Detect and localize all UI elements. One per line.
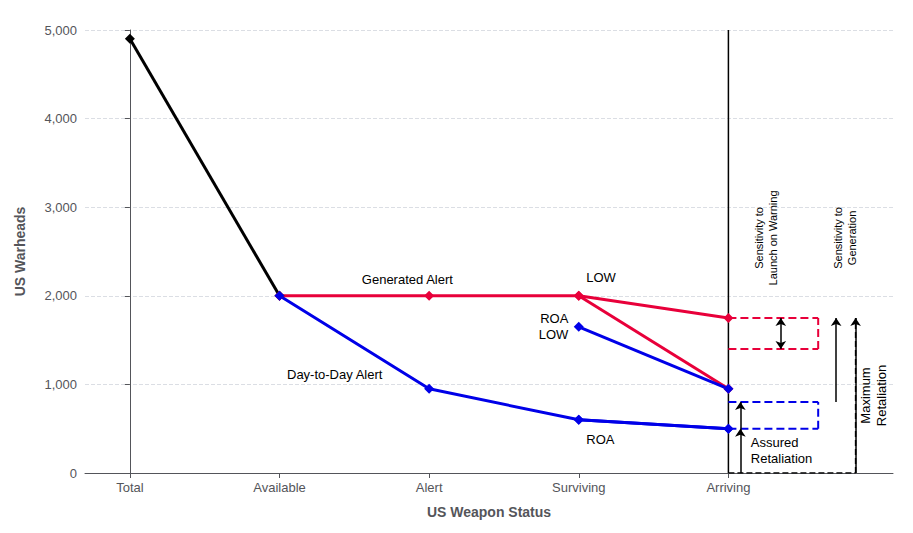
svg-text:US Weapon Status: US Weapon Status [427,504,551,520]
svg-text:3,000: 3,000 [44,200,77,215]
svg-text:ROA: ROA [586,432,615,447]
svg-text:Assured: Assured [751,435,799,450]
svg-text:Available: Available [253,480,306,495]
svg-text:Retaliation: Retaliation [874,365,889,426]
svg-text:LOW: LOW [586,270,616,285]
svg-text:Surviving: Surviving [552,480,605,495]
svg-text:2,000: 2,000 [44,288,77,303]
svg-text:Alert: Alert [416,480,443,495]
svg-text:Sensitivity to: Sensitivity to [753,207,765,269]
svg-text:Sensitivity to: Sensitivity to [832,207,844,269]
svg-text:Launch on Warning: Launch on Warning [767,190,779,285]
svg-text:Total: Total [116,480,144,495]
svg-text:0: 0 [70,466,77,481]
svg-text:Maximum: Maximum [858,367,873,423]
svg-text:ROA: ROA [540,311,569,326]
svg-text:Retaliation: Retaliation [751,451,812,466]
svg-text:Arriving: Arriving [706,480,750,495]
svg-text:Generation: Generation [846,211,858,265]
svg-text:US Warheads: US Warheads [12,206,28,296]
svg-text:5,000: 5,000 [44,23,77,38]
svg-text:4,000: 4,000 [44,111,77,126]
svg-text:Generated Alert: Generated Alert [362,272,453,287]
svg-text:1,000: 1,000 [44,377,77,392]
svg-text:LOW: LOW [539,327,569,342]
svg-text:Day-to-Day Alert: Day-to-Day Alert [287,367,383,382]
